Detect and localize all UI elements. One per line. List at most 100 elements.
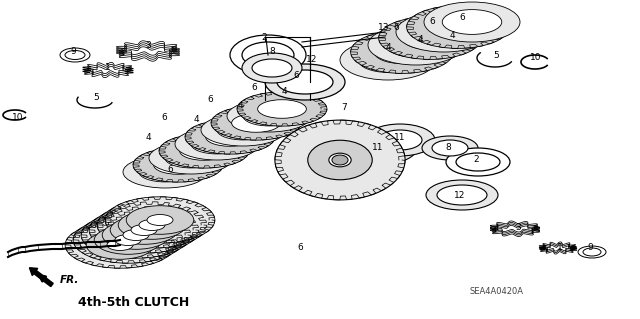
Ellipse shape — [60, 48, 90, 62]
Ellipse shape — [265, 64, 345, 100]
Ellipse shape — [123, 229, 149, 241]
Ellipse shape — [430, 15, 486, 39]
Ellipse shape — [360, 138, 404, 158]
Ellipse shape — [406, 6, 509, 48]
Ellipse shape — [379, 17, 481, 59]
Ellipse shape — [351, 31, 453, 73]
Ellipse shape — [201, 114, 285, 146]
Text: 7: 7 — [341, 103, 347, 113]
Text: 5: 5 — [493, 50, 499, 60]
Ellipse shape — [347, 132, 417, 164]
Text: SEA4A0420A: SEA4A0420A — [470, 287, 524, 296]
Text: 6: 6 — [167, 166, 173, 174]
Ellipse shape — [230, 35, 306, 75]
Ellipse shape — [426, 180, 498, 210]
Ellipse shape — [277, 70, 333, 94]
Ellipse shape — [73, 217, 183, 263]
Ellipse shape — [86, 231, 154, 259]
Ellipse shape — [139, 219, 165, 231]
Text: 10: 10 — [531, 54, 541, 63]
Text: 6: 6 — [293, 71, 299, 80]
Text: 11: 11 — [372, 144, 384, 152]
Text: 6: 6 — [459, 13, 465, 23]
Ellipse shape — [105, 197, 215, 243]
Text: 10: 10 — [12, 114, 24, 122]
Ellipse shape — [414, 19, 474, 44]
Ellipse shape — [131, 225, 157, 235]
Ellipse shape — [149, 142, 233, 174]
Text: 6: 6 — [393, 24, 399, 33]
Text: 2: 2 — [473, 155, 479, 165]
FancyArrow shape — [29, 268, 53, 286]
Text: 6: 6 — [429, 18, 435, 26]
Ellipse shape — [107, 240, 133, 250]
Ellipse shape — [442, 10, 502, 34]
Ellipse shape — [422, 136, 478, 160]
Text: 4: 4 — [193, 115, 199, 124]
Ellipse shape — [126, 206, 194, 234]
Ellipse shape — [432, 140, 468, 156]
Ellipse shape — [147, 214, 173, 226]
Text: 9: 9 — [587, 243, 593, 253]
Ellipse shape — [340, 40, 436, 80]
Ellipse shape — [175, 128, 259, 160]
Text: 13: 13 — [378, 24, 390, 33]
Text: 4: 4 — [417, 35, 423, 44]
Text: 6: 6 — [207, 95, 213, 105]
Ellipse shape — [165, 148, 217, 168]
Ellipse shape — [424, 2, 520, 42]
Ellipse shape — [402, 26, 458, 49]
Text: 4: 4 — [281, 87, 287, 97]
Text: 4: 4 — [385, 43, 391, 53]
Ellipse shape — [329, 153, 351, 167]
Text: 9: 9 — [70, 48, 76, 56]
Text: 5: 5 — [93, 93, 99, 102]
Ellipse shape — [65, 50, 85, 60]
Ellipse shape — [252, 59, 292, 77]
Text: 2: 2 — [261, 33, 267, 42]
Ellipse shape — [237, 92, 327, 126]
Text: 3: 3 — [515, 224, 521, 233]
Ellipse shape — [232, 114, 280, 132]
Text: 3: 3 — [145, 41, 151, 49]
Text: 4: 4 — [237, 100, 243, 109]
Ellipse shape — [217, 120, 269, 140]
Ellipse shape — [374, 41, 430, 63]
Ellipse shape — [139, 162, 191, 182]
Ellipse shape — [94, 226, 162, 254]
Text: FR.: FR. — [60, 275, 79, 285]
Ellipse shape — [368, 25, 464, 65]
Ellipse shape — [365, 124, 435, 156]
Ellipse shape — [446, 148, 510, 176]
Ellipse shape — [378, 130, 422, 150]
Ellipse shape — [205, 128, 254, 146]
Text: 6: 6 — [297, 243, 303, 253]
Text: 4: 4 — [145, 133, 151, 143]
Text: 6: 6 — [251, 84, 257, 93]
Ellipse shape — [191, 134, 243, 154]
Ellipse shape — [118, 211, 186, 239]
Text: 8: 8 — [445, 144, 451, 152]
Ellipse shape — [115, 234, 141, 246]
Ellipse shape — [258, 100, 307, 118]
Ellipse shape — [133, 148, 223, 182]
Text: 4: 4 — [449, 31, 455, 40]
Ellipse shape — [97, 202, 207, 248]
Ellipse shape — [81, 212, 191, 258]
Ellipse shape — [159, 134, 249, 168]
Ellipse shape — [308, 140, 372, 180]
Ellipse shape — [456, 153, 500, 171]
Ellipse shape — [65, 222, 175, 268]
Ellipse shape — [185, 120, 275, 154]
Ellipse shape — [437, 185, 487, 205]
Ellipse shape — [242, 42, 294, 68]
Ellipse shape — [332, 155, 348, 165]
Ellipse shape — [154, 156, 202, 174]
Ellipse shape — [243, 106, 295, 126]
Ellipse shape — [102, 221, 170, 249]
Text: 11: 11 — [394, 133, 406, 143]
Ellipse shape — [358, 48, 418, 72]
Ellipse shape — [387, 33, 445, 57]
Text: 1: 1 — [557, 243, 563, 253]
Ellipse shape — [211, 106, 301, 140]
